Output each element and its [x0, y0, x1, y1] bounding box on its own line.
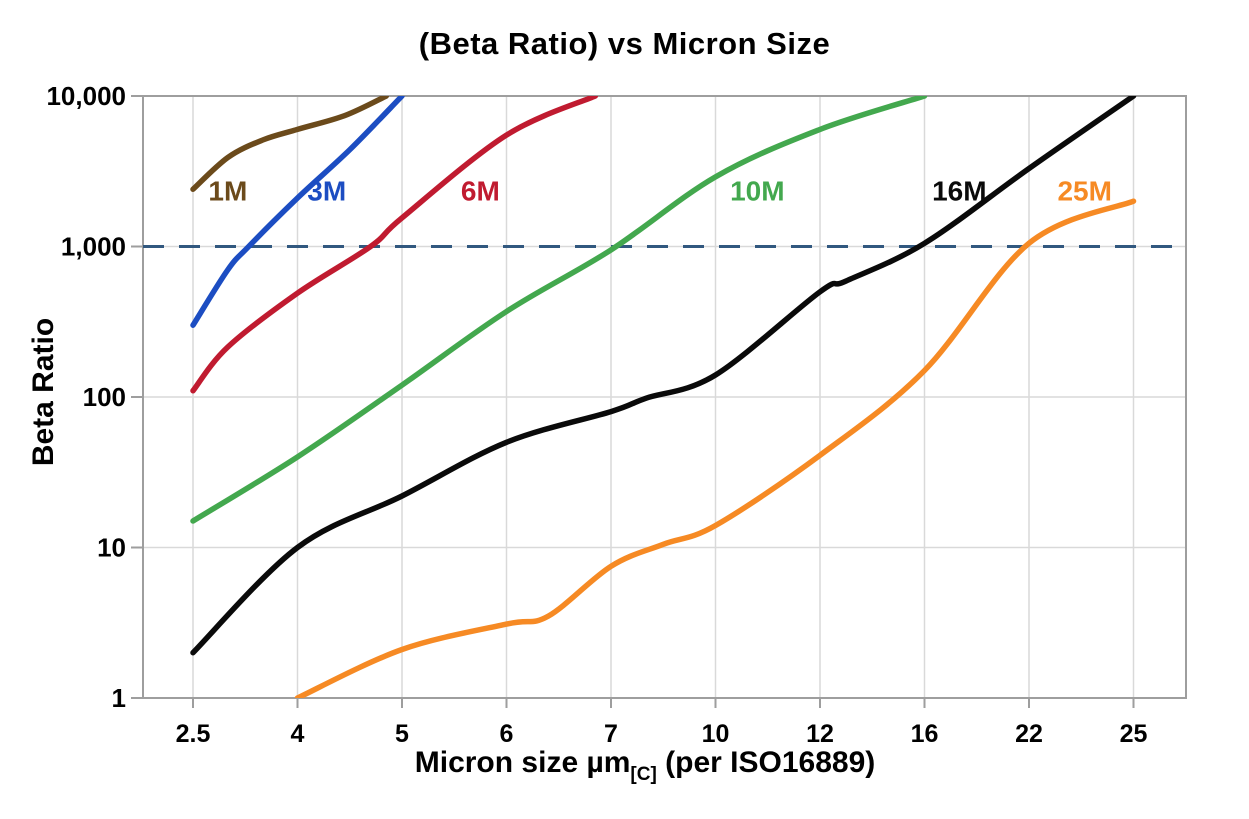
x-tick-label-7: 7 — [604, 720, 618, 748]
x-tick-label-22: 22 — [1015, 720, 1043, 748]
axis-ticks — [131, 95, 1135, 708]
curve-16M — [190, 96, 1137, 656]
curve-labels: 1M 3M 6M 10M 16M 25M — [208, 176, 1112, 207]
curve-25M — [294, 198, 1137, 698]
curve-3M — [190, 96, 405, 328]
x-tick-label-5: 5 — [395, 720, 409, 748]
curve-1M — [190, 96, 390, 193]
y-tick-label-1: 1 — [112, 683, 126, 713]
curve-label-1M: 1M — [208, 176, 247, 207]
curve-label-16M: 16M — [932, 176, 986, 207]
curve-label-25M: 25M — [1057, 176, 1111, 207]
curves — [190, 96, 1137, 698]
y-tick-label-10: 10 — [97, 533, 126, 563]
x-tick-label-12: 12 — [806, 720, 834, 748]
y-tick-label-100: 100 — [83, 382, 126, 412]
y-tick-label-1,000: 1,000 — [61, 232, 126, 262]
x-axis-title: Micron size µm[C] (per ISO16889) — [415, 746, 876, 786]
x-tick-label-16: 16 — [911, 720, 939, 748]
curve-label-6M: 6M — [461, 176, 500, 207]
x-tick-label-10: 10 — [702, 720, 730, 748]
curve-6M — [190, 96, 599, 394]
x-tick-label-4: 4 — [291, 720, 305, 748]
chart-title: (Beta Ratio) vs Micron Size — [418, 26, 831, 61]
curve-label-3M: 3M — [307, 176, 346, 207]
x-tick-label-25: 25 — [1120, 720, 1148, 748]
x-tick-labels: 2.5 4 5 6 7 10 12 16 22 25 — [176, 720, 1148, 748]
x-tick-label-6: 6 — [500, 720, 514, 748]
y-tick-label-10,000: 10,000 — [46, 81, 126, 111]
x-axis-title-main: Micron size µm — [414, 746, 631, 779]
x-axis-title-suffix: (per ISO16889) — [656, 746, 876, 779]
x-tick-label-2.5: 2.5 — [176, 720, 211, 748]
y-tick-labels: 1 10 100 1,000 10,000 — [46, 81, 126, 713]
x-axis-title-subscript: [C] — [630, 764, 657, 785]
gridlines — [143, 96, 1186, 698]
curve-10M — [190, 96, 928, 524]
curve-label-10M: 10M — [730, 176, 784, 207]
